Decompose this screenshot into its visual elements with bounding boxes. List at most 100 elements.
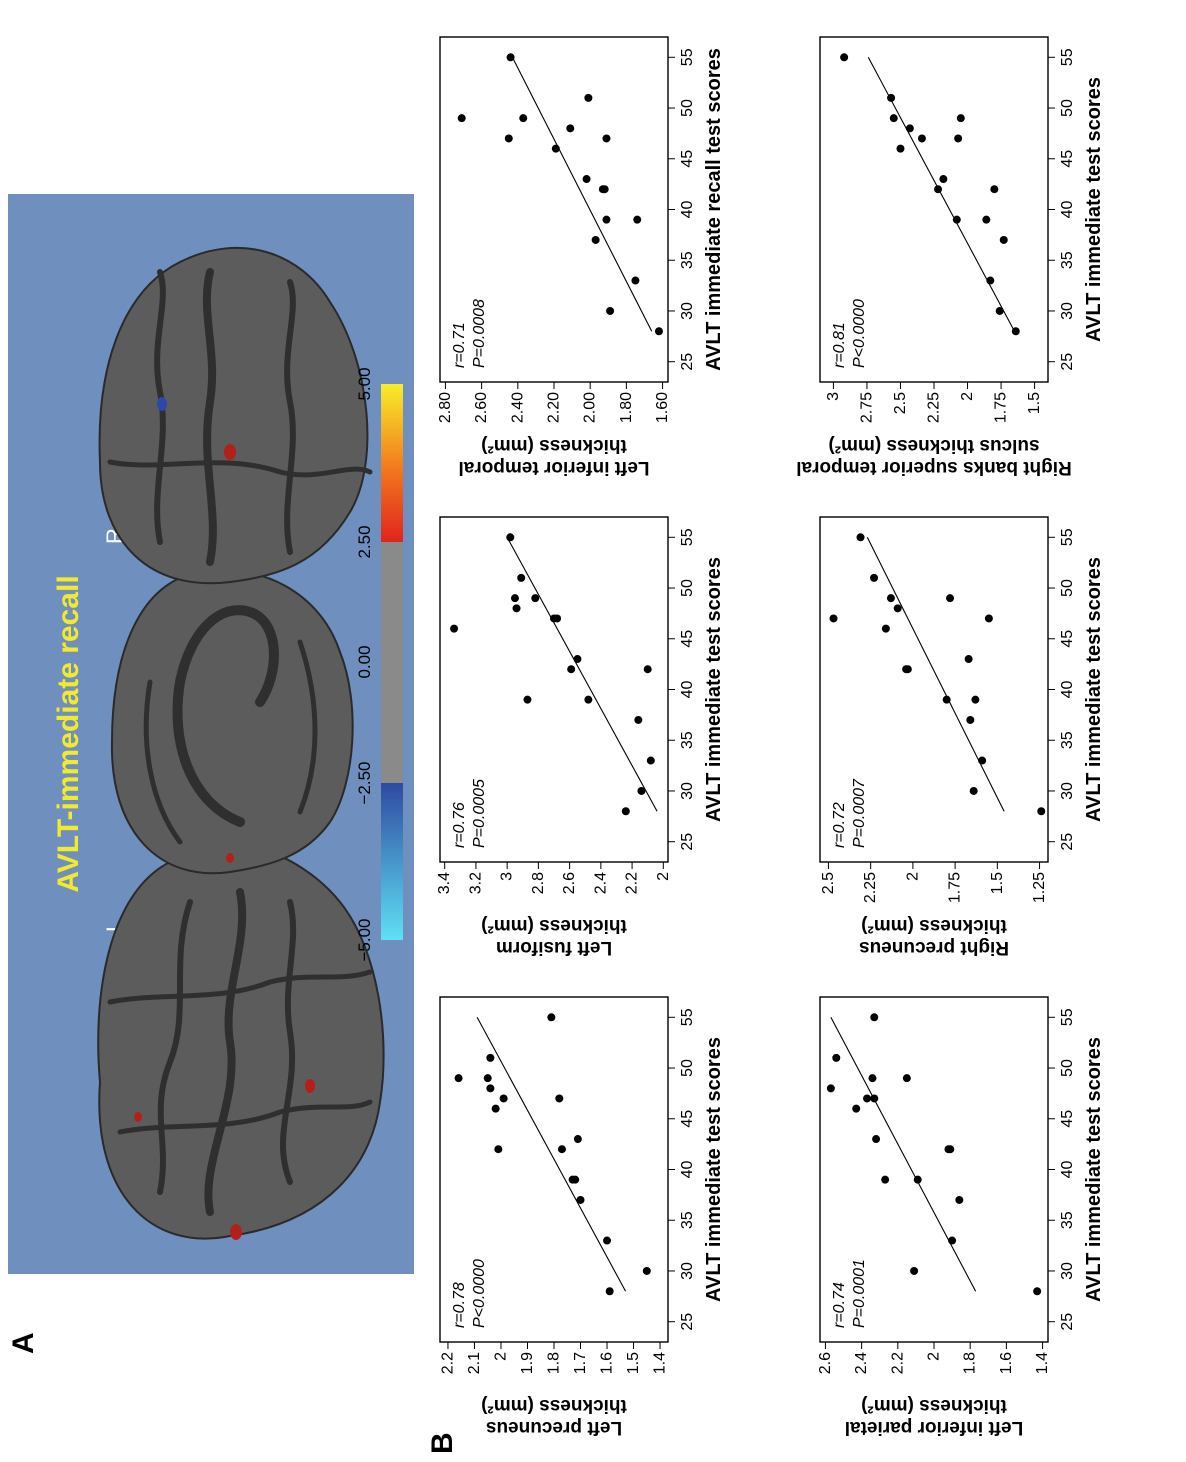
data-point — [1033, 1287, 1042, 1296]
y-tick-label: 1.4 — [652, 1352, 669, 1374]
data-point — [573, 655, 582, 664]
colorbar-tick-label: 2.50 — [355, 525, 374, 558]
data-point — [969, 786, 978, 795]
x-tick-label: 30 — [679, 302, 696, 320]
regression-line — [506, 537, 658, 812]
y-tick-label: 1.6 — [998, 1352, 1015, 1374]
data-point — [600, 185, 609, 194]
y-tick-label: 1.5 — [1026, 392, 1043, 414]
y-axis-title-line2: thickness (mm²) — [481, 1395, 627, 1416]
y-axis-title-line2: thickness (mm²) — [481, 435, 627, 456]
data-point — [486, 1053, 495, 1062]
x-tick-label: 35 — [679, 251, 696, 269]
data-point — [995, 306, 1004, 315]
x-tick-label: 25 — [1059, 353, 1076, 371]
y-tick-label: 2.25 — [926, 392, 943, 423]
x-tick-label: 50 — [679, 579, 696, 597]
y-tick-label: 2.2 — [889, 1352, 906, 1374]
correlation-r-label: r=0.78 — [451, 1282, 468, 1328]
y-axis-title-line2: thickness (mm²) — [481, 915, 627, 936]
y-tick-label: 2 — [655, 872, 672, 881]
deactivation-blob-right-lateral — [157, 397, 167, 411]
x-tick-label: 45 — [679, 630, 696, 648]
data-point — [956, 114, 965, 123]
data-point — [582, 175, 591, 184]
brain-left-medial — [110, 569, 354, 875]
x-tick-label: 25 — [679, 353, 696, 371]
data-point — [510, 594, 519, 603]
activation-blob-left-lateral-2 — [230, 1224, 242, 1240]
p-value-label: P=0.0007 — [851, 778, 868, 848]
x-tick-label: 45 — [1059, 1110, 1076, 1128]
data-point — [605, 1287, 614, 1296]
x-tick-label: 35 — [1059, 731, 1076, 749]
correlation-r-label: r=0.71 — [451, 322, 468, 368]
data-point — [566, 124, 575, 133]
scatter-plot: 25 30 35 40 45 50 55 1.60 1.80 2.00 2.20 2.40 2.60 2.… — [437, 36, 725, 478]
y-axis-title-line1: Left inferior parietal — [845, 1417, 1023, 1438]
activation-blob-right-lateral — [224, 444, 236, 460]
data-point — [1037, 807, 1046, 816]
y-tick-label: 1.8 — [962, 1352, 979, 1374]
x-axis-title: AVLT immediate test scores — [703, 1037, 725, 1302]
data-point — [568, 1175, 577, 1184]
data-point — [523, 695, 532, 704]
y-tick-label: 1.80 — [618, 392, 635, 423]
data-point — [506, 533, 515, 542]
x-tick-label: 55 — [679, 1008, 696, 1026]
data-point — [454, 1074, 463, 1083]
x-tick-label: 55 — [679, 528, 696, 546]
scatter-plot: 25 30 35 40 45 50 55 1.5 1.75 2 2.25 2.5 2.75 3 AVLT i… — [796, 36, 1105, 478]
y-axis-title-line1: Right banks superior temporal — [796, 457, 1072, 478]
regression-line — [476, 1017, 627, 1292]
data-point — [881, 624, 890, 633]
y-tick-label: 1.4 — [1034, 1352, 1051, 1374]
data-point — [602, 134, 611, 143]
x-tick-label: 50 — [679, 99, 696, 117]
y-tick-label: 2.75 — [858, 392, 875, 423]
y-axis-title-line1: Left fusiform — [496, 937, 612, 958]
x-tick-label: 30 — [1059, 302, 1076, 320]
y-tick-label: 2.1 — [466, 1352, 483, 1374]
y-tick-label: 1.9 — [519, 1352, 536, 1374]
brain-panel-title: AVLT-immediate recall — [52, 575, 85, 892]
x-tick-label: 40 — [679, 201, 696, 219]
x-tick-label: 30 — [679, 782, 696, 800]
data-point — [643, 665, 652, 674]
data-point — [557, 1145, 566, 1154]
data-point — [881, 1175, 890, 1184]
data-point — [990, 185, 999, 194]
data-point — [870, 1094, 879, 1103]
data-point — [986, 276, 995, 285]
x-axis-title: AVLT immediate test scores — [1083, 77, 1105, 342]
brain-right-lateral — [98, 247, 373, 585]
data-point — [893, 604, 902, 613]
y-tick-label: 2 — [492, 1352, 509, 1361]
data-point — [551, 144, 560, 153]
y-tick-label: 1.6 — [599, 1352, 616, 1374]
data-point — [573, 1135, 582, 1144]
scatter-plot: 25 30 35 40 45 50 55 2 2.2 2.4 2.6 2.8 3 3.2 3.4 AVLT i… — [436, 516, 725, 958]
y-tick-label: 2.8 — [530, 872, 547, 894]
data-point — [946, 594, 955, 603]
panel-a-label: A — [7, 1332, 40, 1354]
y-tick-label: 2.4 — [592, 872, 609, 894]
data-point — [499, 1094, 508, 1103]
data-point — [902, 665, 911, 674]
brain-left-lateral — [97, 842, 385, 1240]
data-point — [905, 124, 914, 133]
data-point — [872, 1135, 881, 1144]
data-point — [584, 93, 593, 102]
data-point — [519, 114, 528, 123]
x-axis-title: AVLT immediate test scores — [703, 557, 725, 822]
data-point — [504, 134, 513, 143]
data-point — [944, 1145, 953, 1154]
y-tick-label: 1.60 — [654, 392, 671, 423]
data-point — [952, 215, 961, 224]
data-point — [633, 215, 642, 224]
y-tick-label: 3.2 — [467, 872, 484, 894]
data-point — [942, 695, 951, 704]
data-point — [971, 695, 980, 704]
y-tick-label: 2.6 — [561, 872, 578, 894]
